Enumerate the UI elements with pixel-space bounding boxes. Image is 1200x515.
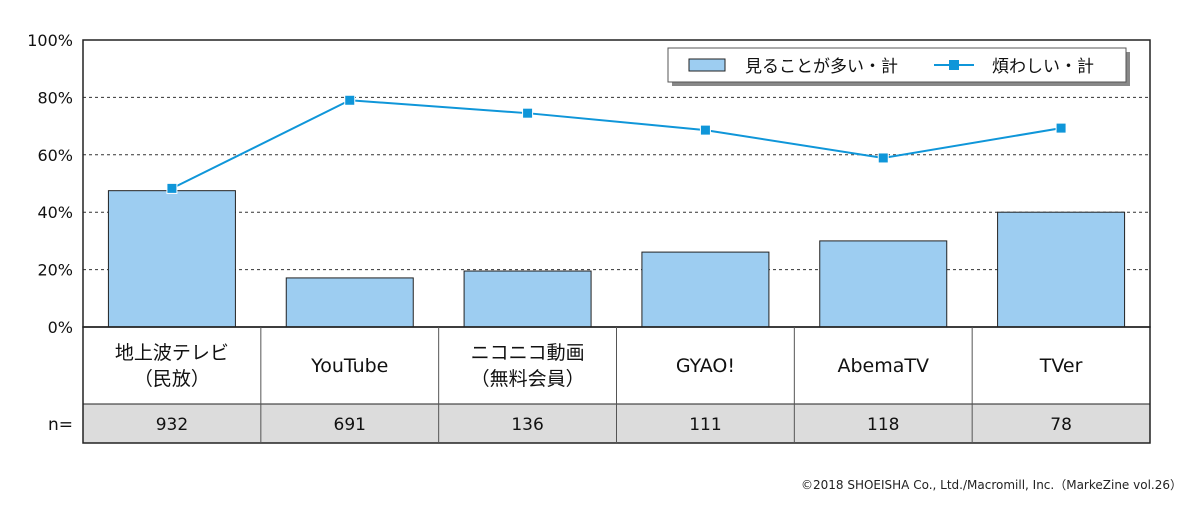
y-tick-label: 20% [37,261,73,280]
bar [641,251,770,328]
x-tick-label: （民放） [134,368,210,390]
x-tick-label: TVer [1039,355,1083,377]
x-tick-label: ニコニコ動画 [471,342,585,364]
y-tick-label: 60% [37,146,73,165]
y-tick-label: 40% [37,203,73,222]
n-value: 691 [334,415,366,435]
line-marker [699,124,711,136]
y-tick-label: 100% [27,31,73,50]
x-tick-label: （無料会員） [471,368,585,390]
n-label: n= [48,415,73,435]
legend-bar-swatch [688,58,726,72]
n-value: 78 [1050,415,1072,435]
n-value: 111 [689,415,721,435]
legend-label: 煩わしい・計 [992,57,1094,77]
n-value: 932 [156,415,188,435]
y-tick-label: 80% [37,88,73,107]
series-line [171,99,1062,190]
n-value: 136 [511,415,543,435]
legend-label: 見ることが多い・計 [745,57,898,77]
x-tick-label: 地上波テレビ [115,342,229,364]
line-marker [877,152,889,164]
line-marker [522,107,534,119]
line-marker [166,182,178,194]
x-tick-label: GYAO! [676,355,735,377]
bar [107,190,236,328]
bar [997,211,1126,328]
legend [667,47,1127,83]
bar [285,277,414,328]
y-tick-label: 0% [48,318,73,337]
line-marker [1055,122,1067,134]
copyright: ©2018 SHOEISHA Co., Ltd./Macromill, Inc.… [800,478,1182,492]
legend-marker-swatch [949,60,959,70]
x-tick-label: AbemaTV [837,355,929,377]
bar [819,240,948,328]
n-value: 118 [867,415,899,435]
bar [463,270,592,328]
line-marker [344,94,356,106]
x-tick-label: YouTube [310,355,388,377]
